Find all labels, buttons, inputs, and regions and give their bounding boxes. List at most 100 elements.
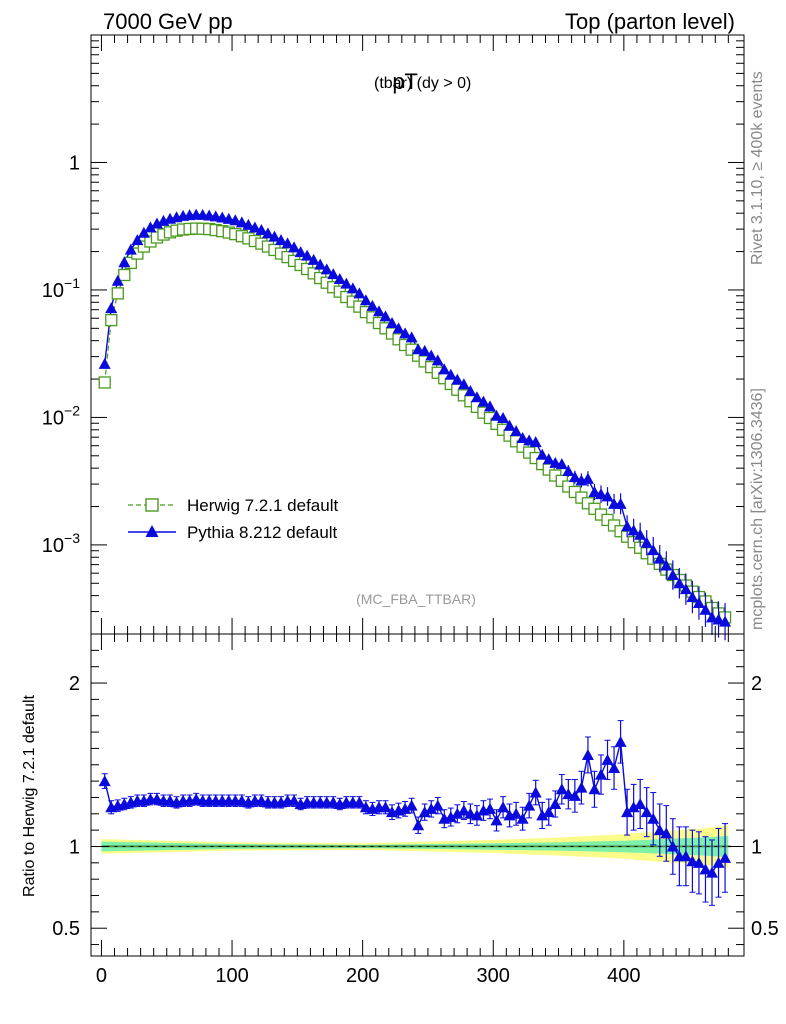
ratio-point: [679, 850, 692, 862]
pythia-point: [314, 258, 327, 270]
pythia-point: [111, 274, 124, 286]
legend-herwig-marker: [145, 498, 159, 512]
ratio-y-tick-label: 0.5: [751, 918, 779, 940]
pythia-point: [438, 363, 451, 375]
plot-title-main: pT: [392, 69, 418, 94]
pythia-point: [686, 591, 699, 603]
pythia-point: [601, 490, 614, 502]
main-panel: pT (tbar) (dy > 0) (MC_FBA_TTBAR) 10−310…: [42, 34, 745, 641]
pythia-point: [235, 216, 248, 228]
ratio-point: [588, 783, 601, 795]
ratio-panel: Ratio to Herwig 7.2.1 default 0 100 200 300…: [21, 633, 779, 987]
analysis-watermark: (MC_FBA_TTBAR): [356, 591, 476, 607]
ratio-point: [647, 812, 660, 824]
pythia-point: [386, 317, 399, 329]
pythia-point: [497, 411, 510, 423]
pythia-point: [294, 246, 307, 258]
ratio-point: [288, 794, 301, 806]
herwig-line: [104, 227, 726, 618]
pythia-point: [451, 373, 464, 385]
ratio-uncertainty-band: [101, 825, 731, 868]
x-tick-label: 300: [477, 965, 510, 987]
pythia-point: [457, 378, 470, 390]
pythia-point: [301, 249, 314, 261]
y-tick-label: 10−1: [42, 275, 80, 302]
header-left: 7000 GeV pp: [103, 9, 233, 34]
pythia-point: [692, 597, 705, 609]
ratio-y-tick-label: 0.5: [52, 918, 80, 940]
pythia-point: [568, 471, 581, 483]
ratio-point: [719, 851, 732, 863]
ratio-point: [692, 856, 705, 868]
pythia-point: [281, 237, 294, 249]
pythia-point: [627, 524, 640, 536]
pythia-point: [366, 299, 379, 311]
ratio-point: [536, 809, 549, 821]
pythia-point: [529, 436, 542, 448]
ratio-point: [640, 806, 653, 818]
ratio-point: [575, 781, 588, 793]
pythia-point: [614, 497, 627, 509]
ratio-y-label: Ratio to Herwig 7.2.1 default: [21, 695, 38, 897]
ratio-point: [568, 789, 581, 801]
ratio-point: [627, 801, 640, 813]
main-y-axis: 10−3 10−2 10−1 1: [42, 34, 744, 635]
pythia-point: [621, 520, 634, 532]
herwig-point: [111, 287, 124, 300]
ratio-point: [399, 802, 412, 814]
pythia-line: [104, 213, 726, 623]
pythia-point: [706, 611, 719, 623]
pythia-point: [275, 234, 288, 246]
pythia-point: [712, 613, 725, 625]
pythia-point: [594, 488, 607, 500]
pythia-point: [673, 577, 686, 589]
pythia-point: [470, 391, 483, 403]
ratio-point: [379, 801, 392, 813]
pythia-point: [503, 419, 516, 431]
pythia-point: [653, 552, 666, 564]
ratio-point: [98, 775, 111, 787]
legend: Herwig 7.2.1 default Pythia 8.212 defaul…: [128, 496, 338, 542]
ratio-point: [451, 807, 464, 819]
pythia-point: [418, 344, 431, 356]
ratio-point: [425, 802, 438, 814]
pythia-point: [124, 243, 137, 255]
pythia-point: [131, 234, 144, 246]
pythia-point: [634, 528, 647, 540]
pythia-point: [536, 448, 549, 460]
pythia-point: [719, 615, 732, 627]
pythia-point: [353, 287, 366, 299]
pythia-point: [699, 603, 712, 615]
rivet-label: Rivet 3.1.10, ≥ 400k events: [749, 71, 766, 265]
ratio-point: [405, 799, 418, 811]
pythia-point: [464, 385, 477, 397]
ratio-point: [353, 796, 366, 808]
pythia-point: [588, 486, 601, 498]
ratio-point: [490, 814, 503, 826]
pythia-point: [679, 583, 692, 595]
ratio-point: [412, 819, 425, 831]
pythia-point: [392, 322, 405, 334]
ratio-panel-frame: [90, 633, 745, 957]
pythia-point: [333, 272, 346, 284]
x-tick-label: 0: [96, 965, 107, 987]
x-tick-label: 400: [607, 965, 640, 987]
ratio-point: [601, 753, 614, 765]
pythia-point: [555, 458, 568, 470]
pythia-point: [562, 464, 575, 476]
ratio-point: [608, 762, 621, 774]
pythia-point: [581, 472, 594, 484]
ratio-point: [549, 797, 562, 809]
ratio-point: [510, 807, 523, 819]
ratio-point: [634, 797, 647, 809]
pythia-point: [640, 536, 653, 548]
pythia-point: [399, 327, 412, 339]
y-tick-label: 1: [69, 152, 80, 174]
ratio-point: [712, 856, 725, 868]
pythia-point: [98, 357, 111, 369]
main-series: [98, 208, 732, 641]
ratio-point: [523, 799, 536, 811]
pythia-point: [379, 310, 392, 322]
pythia-point: [105, 302, 118, 314]
pythia-point: [490, 409, 503, 421]
